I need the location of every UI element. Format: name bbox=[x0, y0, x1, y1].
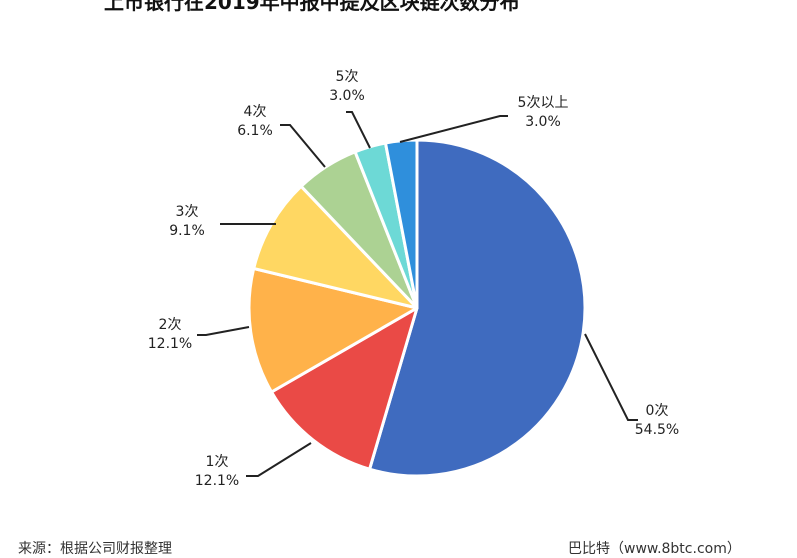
leader-line-6 bbox=[399, 115, 508, 143]
leader-line-4 bbox=[280, 124, 326, 168]
chart-title: 上市银行在2019年中报中提及区块链次数分布 bbox=[104, 0, 520, 14]
slice-category-label-4: 4次 bbox=[244, 104, 267, 120]
slice-category-label-1: 1次 bbox=[206, 454, 229, 470]
slice-category-label-5: 5次 bbox=[336, 69, 359, 85]
slice-value-label-4: 6.1% bbox=[237, 123, 273, 139]
slice-labels: 0次 54.5% 1次 12.1% 2次 12.1% 3次 9.1% 4次 6.1% 5次 3.0% 5… bbox=[148, 69, 679, 489]
slice-value-label-0: 54.5% bbox=[635, 422, 679, 438]
leader-lines bbox=[197, 111, 638, 477]
pie-slice-1 bbox=[270, 306, 419, 471]
leader-line-0 bbox=[584, 333, 638, 421]
slice-value-label-6: 3.0% bbox=[525, 114, 561, 130]
slice-category-label-3: 3次 bbox=[176, 204, 199, 220]
slice-value-label-5: 3.0% bbox=[329, 88, 365, 104]
slice-value-label-1: 12.1% bbox=[195, 473, 239, 489]
source-note: 来源：根据公司财报整理 bbox=[18, 541, 172, 557]
brand-credit: 巴比特（www.8btc.com） bbox=[568, 541, 741, 557]
leader-line-5 bbox=[346, 111, 371, 149]
slice-value-label-3: 9.1% bbox=[169, 223, 205, 239]
pie-slice-0 bbox=[368, 138, 587, 478]
leader-line-2 bbox=[197, 326, 250, 336]
slice-value-label-2: 12.1% bbox=[148, 336, 192, 352]
pie-slices bbox=[247, 138, 587, 478]
slice-category-label-2: 2次 bbox=[159, 317, 182, 333]
leader-line-1 bbox=[246, 442, 312, 477]
slice-category-label-6: 5次以上 bbox=[518, 95, 569, 111]
slice-category-label-0: 0次 bbox=[646, 403, 669, 419]
